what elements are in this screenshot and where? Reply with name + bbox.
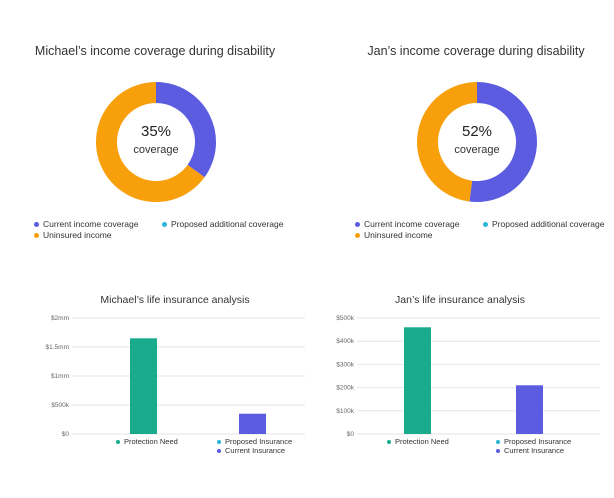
legend-dot-icon: [162, 221, 167, 227]
legend-uninsured-income[interactable]: Uninsured income: [34, 230, 112, 240]
coverage-percent: 52%: [461, 123, 493, 140]
coverage-label: coverage: [133, 144, 179, 156]
legend-dot-icon: [496, 448, 500, 453]
y-tick-label: $1mm: [51, 373, 69, 380]
legend-label: Uninsured income: [43, 230, 112, 240]
chart-title: Jan’s income coverage during disability: [367, 44, 585, 58]
bar-protection-need[interactable]: [130, 338, 157, 434]
y-tick-label: $0: [62, 431, 70, 438]
legend-protection-need[interactable]: Protection Need: [387, 437, 449, 446]
legend-label: Proposed additional coverage: [171, 219, 284, 229]
legend-dot-icon: [34, 232, 39, 238]
legend-dot-icon: [217, 439, 221, 444]
michael-income-coverage-chart: Michael’s income coverage during disabil…: [20, 44, 290, 244]
legend-proposed-insurance[interactable]: Proposed Insurance: [217, 437, 292, 446]
coverage-label: coverage: [454, 144, 500, 156]
legend-proposed-coverage[interactable]: Proposed additional coverage: [483, 219, 604, 229]
legend-dot-icon: [496, 439, 500, 444]
legend-label: Proposed additional coverage: [492, 219, 605, 229]
legend-proposed-insurance[interactable]: Proposed Insurance: [496, 437, 571, 446]
legend-current-insurance[interactable]: Current Insurance: [217, 446, 285, 455]
chart-title: Jan’s life insurance analysis: [395, 294, 525, 306]
legend-label: Current Insurance: [504, 446, 565, 455]
bar-svg: $0 $500k $1mm $1.5mm $2mm: [46, 315, 305, 438]
y-tick-label: $500k: [336, 315, 354, 322]
legend-dot-icon: [355, 221, 360, 227]
jan-life-insurance-chart: Jan’s life insurance analysis $0 $100k $20…: [315, 294, 605, 464]
legend-label: Current Insurance: [225, 446, 286, 455]
donut-slice-uninsured-income[interactable]: [96, 82, 205, 203]
legend-label: Current income coverage: [43, 219, 139, 229]
y-tick-label: $200k: [336, 385, 354, 392]
bar-svg: $0 $100k $200k $300k $400k $500k: [336, 315, 600, 438]
coverage-percent: 35%: [140, 123, 172, 140]
jan-income-coverage-chart: Jan’s income coverage during disability …: [341, 44, 611, 244]
donut-slice-uninsured-income[interactable]: [416, 82, 477, 202]
legend-dot-icon: [34, 221, 39, 227]
y-tick-label: $300k: [336, 361, 354, 368]
y-tick-label: $0: [347, 431, 355, 438]
donut-slice-current-income-coverage[interactable]: [156, 82, 217, 178]
legend-protection-need[interactable]: Protection Need: [116, 437, 178, 446]
y-tick-label: $500k: [51, 402, 69, 409]
chart-title: Michael’s income coverage during disabil…: [34, 44, 276, 58]
legend-current-income[interactable]: Current income coverage: [34, 219, 138, 229]
legend-label: Proposed Insurance: [504, 437, 572, 446]
y-tick-label: $1.5mm: [46, 344, 69, 351]
legend-dot-icon: [355, 232, 360, 238]
legend-current-income[interactable]: Current income coverage: [355, 219, 459, 229]
y-tick-label: $100k: [336, 408, 354, 415]
legend-uninsured-income[interactable]: Uninsured income: [355, 230, 433, 240]
donut-svg: [96, 82, 217, 203]
legend-label: Proposed Insurance: [225, 437, 293, 446]
bar-current-insurance[interactable]: [239, 413, 266, 434]
michael-life-insurance-chart: Michael’s life insurance analysis $0 $500…: [40, 294, 310, 464]
legend-current-insurance[interactable]: Current Insurance: [496, 446, 564, 455]
legend-proposed-coverage[interactable]: Proposed additional coverage: [162, 219, 283, 229]
legend-dot-icon: [116, 439, 120, 444]
legend-dot-icon: [217, 448, 221, 453]
legend-label: Protection Need: [395, 437, 449, 446]
bar-protection-need[interactable]: [404, 327, 431, 434]
legend-label: Current income coverage: [364, 219, 460, 229]
legend-dot-icon: [483, 221, 488, 227]
donut-slice-current-income-coverage[interactable]: [469, 82, 537, 202]
legend-label: Uninsured income: [364, 230, 433, 240]
bar-current-insurance[interactable]: [516, 385, 543, 434]
y-tick-label: $2mm: [51, 315, 69, 322]
donut-svg: [416, 82, 537, 202]
chart-title: Michael’s life insurance analysis: [100, 294, 250, 306]
legend-label: Protection Need: [124, 437, 178, 446]
legend-dot-icon: [387, 439, 391, 444]
y-tick-label: $400k: [336, 338, 354, 345]
